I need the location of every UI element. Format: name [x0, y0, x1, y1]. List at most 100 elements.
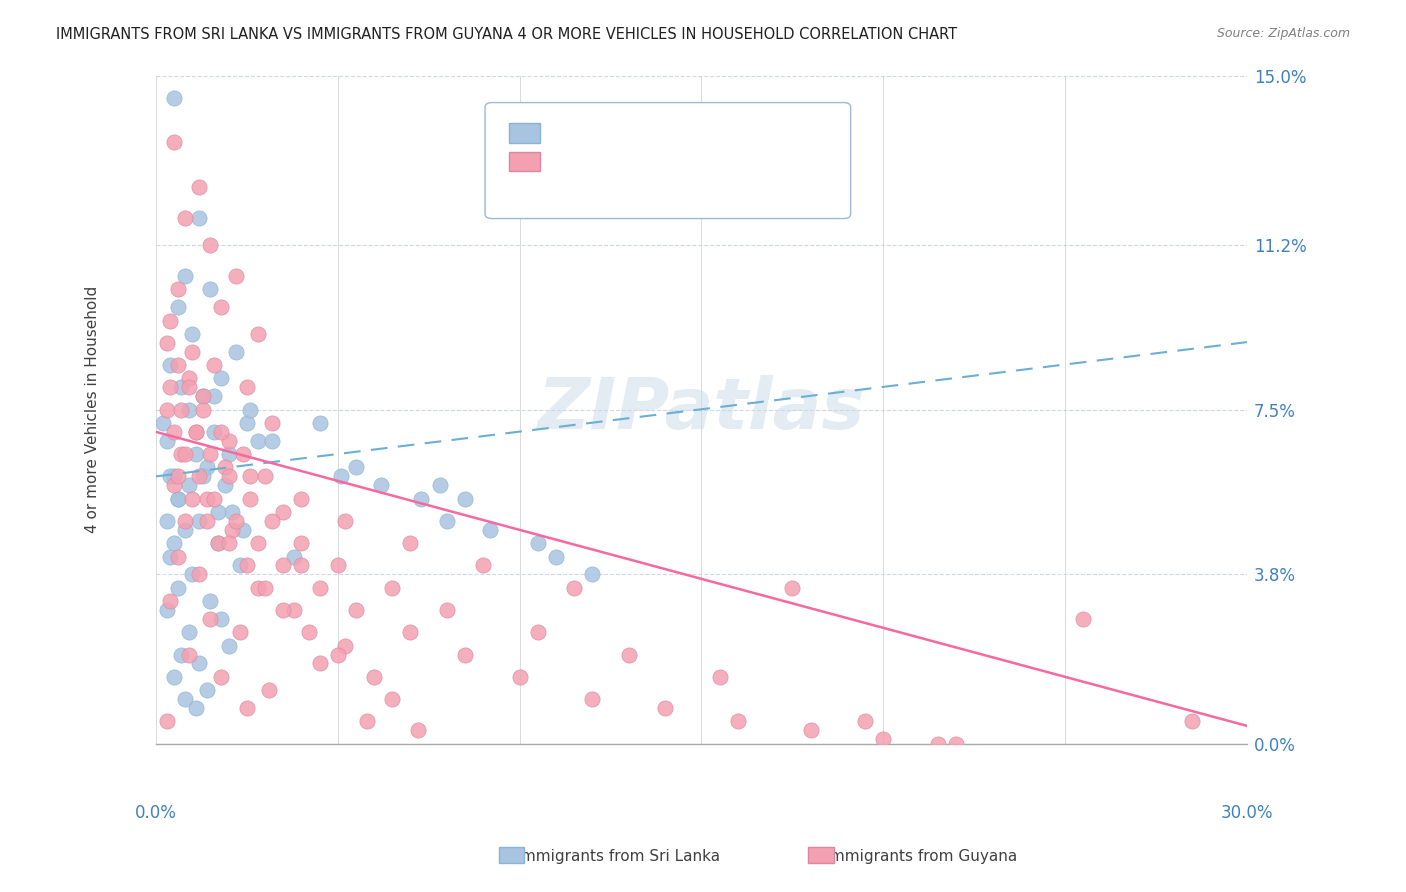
Point — [195, 683, 218, 698]
Point — [159, 469, 181, 483]
Point — [218, 434, 240, 448]
Point — [290, 536, 312, 550]
Point — [166, 300, 188, 314]
Point — [454, 648, 477, 662]
Point — [218, 639, 240, 653]
Text: ZIPatlas: ZIPatlas — [537, 376, 865, 444]
Point — [370, 478, 392, 492]
Text: Source: ZipAtlas.com: Source: ZipAtlas.com — [1216, 27, 1350, 40]
Point — [257, 683, 280, 698]
Point — [1071, 612, 1094, 626]
Point — [236, 380, 259, 394]
Point — [218, 469, 240, 483]
Point — [184, 425, 207, 439]
Point — [200, 447, 222, 461]
Point — [326, 558, 349, 573]
Point — [221, 523, 243, 537]
Point — [177, 625, 200, 640]
Point — [202, 358, 225, 372]
Point — [271, 558, 294, 573]
Point — [156, 514, 179, 528]
Point — [191, 469, 214, 483]
Point — [581, 567, 603, 582]
Point — [927, 737, 949, 751]
Point — [799, 723, 821, 738]
Point — [177, 380, 200, 394]
Point — [297, 625, 319, 640]
Point — [253, 469, 276, 483]
Point — [344, 603, 367, 617]
Point — [271, 603, 294, 617]
Point — [1181, 714, 1204, 729]
Point — [166, 282, 188, 296]
Point — [209, 612, 232, 626]
Text: N = 111: N = 111 — [675, 155, 742, 169]
Point — [236, 416, 259, 430]
Point — [562, 581, 585, 595]
Point — [290, 491, 312, 506]
Text: 0.0%: 0.0% — [135, 804, 177, 822]
Point — [246, 536, 269, 550]
Point — [200, 237, 222, 252]
Point — [188, 657, 211, 671]
Point — [617, 648, 640, 662]
Point — [479, 523, 502, 537]
Point — [191, 389, 214, 403]
Point — [200, 594, 222, 608]
Point — [654, 701, 676, 715]
Text: R =  -0.310: R = -0.310 — [546, 155, 633, 169]
Point — [544, 549, 567, 564]
Point — [326, 648, 349, 662]
Point — [399, 625, 422, 640]
Point — [184, 425, 207, 439]
Point — [207, 505, 229, 519]
Point — [344, 460, 367, 475]
Point — [174, 268, 197, 283]
Point — [177, 478, 200, 492]
Point — [181, 567, 204, 582]
Point — [202, 425, 225, 439]
Point — [308, 581, 330, 595]
Point — [170, 380, 193, 394]
Point — [163, 670, 186, 684]
Point — [727, 714, 749, 729]
Point — [509, 670, 531, 684]
Point — [152, 416, 174, 430]
Point — [156, 402, 179, 417]
Point — [156, 714, 179, 729]
Point — [174, 514, 197, 528]
Text: 30.0%: 30.0% — [1220, 804, 1274, 822]
Point — [200, 282, 222, 296]
Point — [333, 514, 356, 528]
Point — [225, 344, 247, 359]
Y-axis label: 4 or more Vehicles in Household: 4 or more Vehicles in Household — [86, 286, 100, 533]
Point — [170, 648, 193, 662]
Point — [381, 581, 404, 595]
Point — [200, 612, 222, 626]
Point — [214, 478, 236, 492]
Point — [195, 460, 218, 475]
Point — [188, 514, 211, 528]
Point — [195, 491, 218, 506]
Point — [290, 558, 312, 573]
Point — [170, 447, 193, 461]
Point — [581, 692, 603, 706]
Point — [181, 491, 204, 506]
Point — [163, 425, 186, 439]
Point — [472, 558, 495, 573]
Point — [177, 402, 200, 417]
Text: R =  0.067: R = 0.067 — [546, 126, 627, 140]
Point — [174, 211, 197, 225]
Point — [381, 692, 404, 706]
Point — [239, 491, 262, 506]
Point — [191, 389, 214, 403]
Point — [163, 536, 186, 550]
Point — [174, 523, 197, 537]
Point — [228, 558, 250, 573]
Point — [159, 358, 181, 372]
Point — [163, 91, 186, 105]
Point — [177, 371, 200, 385]
Point — [166, 549, 188, 564]
Point — [283, 549, 305, 564]
Point — [181, 326, 204, 341]
